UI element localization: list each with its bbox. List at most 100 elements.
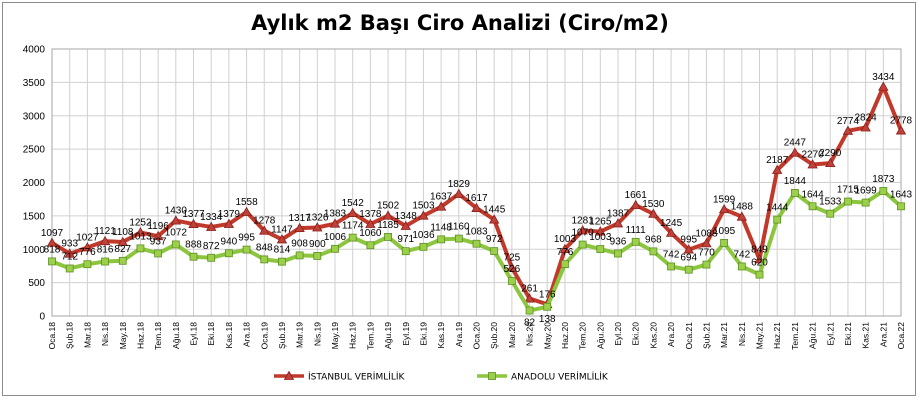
data-label: 900 (309, 239, 326, 250)
data-label: 1072 (165, 227, 188, 238)
legend: İSTANBUL VERİMLİLİK ANADOLU VERİMLİLİK (274, 370, 609, 383)
data-label: 1003 (589, 232, 612, 243)
data-label: 1378 (359, 209, 382, 220)
data-point (489, 214, 500, 224)
data-point (702, 260, 711, 269)
data-point (807, 159, 818, 169)
x-tick-label: Ara.21 (878, 322, 888, 347)
data-label: 176 (539, 289, 556, 300)
data-point (860, 122, 871, 132)
x-tick-label: Oca.18 (47, 322, 57, 350)
data-point (365, 218, 376, 228)
data-point (99, 235, 111, 246)
data-label: 1377 (182, 209, 205, 220)
data-point (755, 270, 764, 279)
data-point (773, 215, 782, 224)
y-tick-label: 3000 (23, 111, 46, 122)
data-point (331, 244, 339, 253)
data-label: 1097 (41, 228, 64, 239)
x-tick-label: Haz.20 (560, 322, 570, 349)
data-label: 1444 (766, 203, 789, 214)
data-label: 1502 (377, 201, 400, 212)
data-point (630, 199, 641, 210)
y-tick-label: 2500 (23, 145, 46, 156)
data-label: 1013 (129, 231, 152, 242)
data-point (684, 265, 693, 274)
data-label: 1348 (395, 211, 418, 222)
data-point (135, 227, 146, 237)
data-point (46, 237, 58, 247)
data-point (506, 262, 518, 272)
data-label: 1326 (306, 212, 329, 223)
data-point (471, 202, 482, 212)
legend-entry: İSTANBUL VERİMLİLİK (274, 370, 406, 383)
data-point (207, 253, 216, 262)
data-label: 770 (698, 248, 715, 259)
data-point (720, 239, 729, 247)
data-label: 1095 (713, 226, 736, 237)
x-tick-label: May.18 (118, 322, 128, 350)
data-point (206, 221, 217, 231)
x-tick-label: Kas.19 (436, 322, 446, 349)
data-label: 620 (751, 258, 768, 269)
data-point (790, 189, 799, 197)
y-tick-label: 500 (28, 278, 45, 289)
data-label: 1185 (377, 220, 399, 231)
data-point (401, 247, 410, 256)
data-point (543, 302, 552, 311)
data-label: 971 (397, 234, 414, 245)
x-tick-label: Eyl.18 (189, 322, 199, 346)
data-point (382, 210, 394, 220)
data-point (649, 247, 658, 256)
data-point (83, 260, 92, 269)
data-point (559, 243, 571, 253)
plot-area (51, 48, 902, 317)
data-point (718, 203, 730, 214)
data-label: 937 (150, 236, 167, 247)
data-point (578, 240, 587, 249)
data-label: 2290 (819, 148, 842, 159)
x-tick-label: Oca.22 (896, 322, 906, 350)
data-point (453, 188, 464, 198)
data-label: 2824 (855, 112, 878, 123)
x-tick-label: Haz.21 (772, 322, 782, 349)
data-label: 2447 (784, 138, 807, 149)
data-label: 1617 (465, 193, 488, 204)
data-label: 1148 (430, 222, 452, 233)
data-label: 816 (97, 245, 114, 256)
data-label: 2774 (837, 116, 860, 127)
x-tick-label: Ağu.21 (808, 322, 818, 349)
y-tick-label: 2000 (23, 178, 46, 189)
x-tick-label: Oca.19 (259, 322, 269, 350)
x-tick-label: Mar.20 (507, 322, 517, 348)
data-label: 995 (238, 233, 255, 244)
x-tick-label: Mar.21 (719, 322, 729, 348)
data-point (772, 164, 783, 174)
data-point (154, 249, 163, 258)
x-tick-label: Haz.19 (348, 322, 358, 349)
data-label: 694 (680, 253, 697, 264)
data-point (366, 241, 375, 250)
x-tick-label: Tem.21 (790, 322, 800, 350)
x-tick-label: Ağu.19 (383, 322, 393, 349)
legend-marker (488, 372, 496, 380)
data-label: 936 (610, 237, 627, 248)
data-point (577, 225, 588, 235)
data-label: 1503 (412, 201, 435, 212)
data-label: 1542 (342, 198, 365, 209)
data-label: 2778 (890, 116, 913, 127)
data-label: 1829 (448, 179, 471, 190)
data-point (878, 81, 889, 91)
data-point (737, 262, 746, 271)
data-label: 1699 (855, 186, 878, 197)
data-label: 1281 (572, 215, 595, 226)
data-label: 995 (680, 235, 697, 246)
data-label: 742 (663, 249, 680, 260)
y-tick-label: 0 (39, 312, 45, 323)
x-tick-label: Eki.21 (843, 322, 853, 346)
data-point (171, 240, 180, 249)
data-label: 1160 (448, 222, 470, 233)
x-tick-label: Eyl.19 (401, 322, 411, 346)
data-point (895, 125, 907, 135)
